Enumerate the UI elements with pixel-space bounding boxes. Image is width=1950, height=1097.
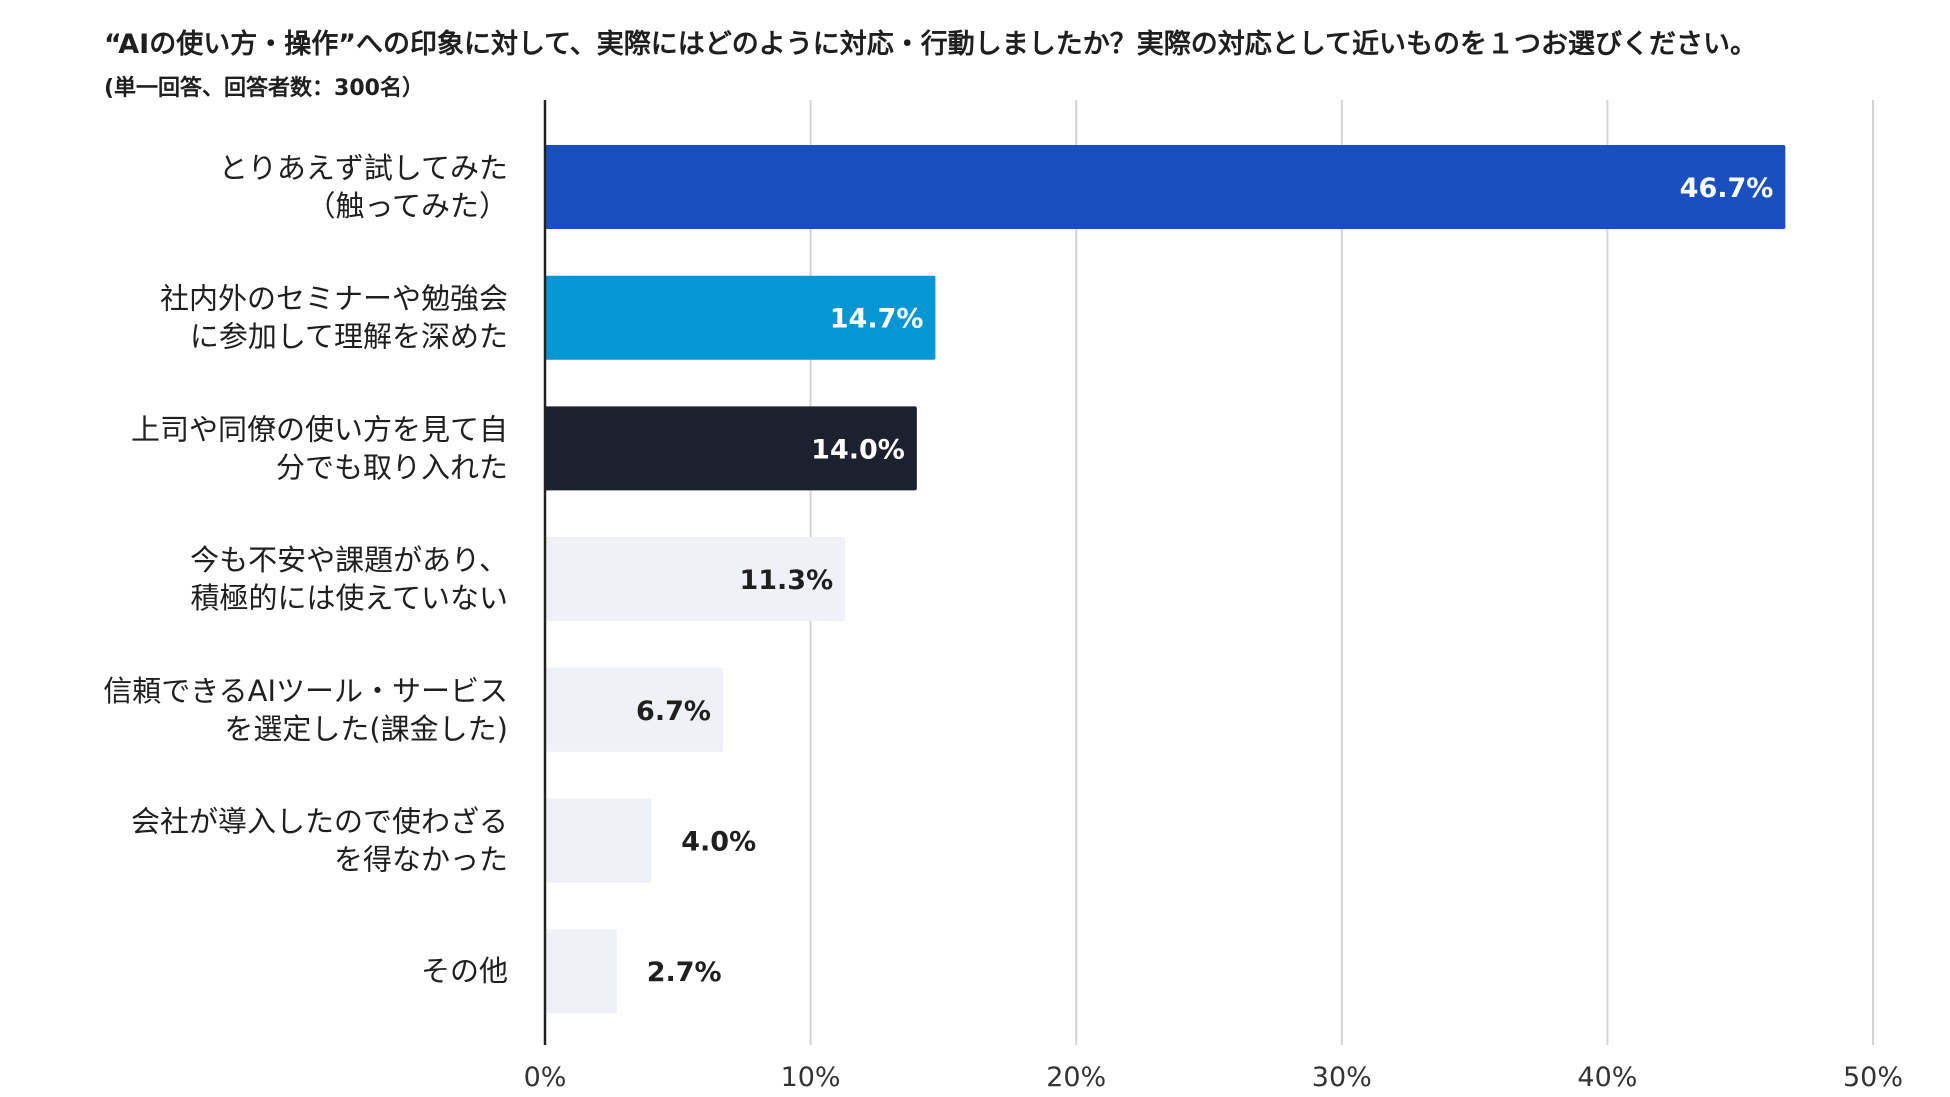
bar: [545, 145, 1786, 229]
bar: [545, 537, 846, 622]
category-label-line: その他: [421, 954, 508, 988]
category-labels: 46.7% とりあえず試してみた （触ってみた） 14.7% 社内外のセミナーや勉強会に…: [103, 151, 1773, 988]
value-label: 11.3%: [739, 565, 833, 596]
value-label: 14.0%: [811, 434, 905, 465]
category-label-line: 分でも取り入れた: [276, 450, 508, 484]
grid-lines: [809, 100, 1874, 1045]
bar: [545, 406, 917, 491]
value-label: 4.0%: [681, 827, 756, 858]
x-axis-ticks: 0% 10% 20% 30% 40% 50%: [524, 1062, 1903, 1093]
category-label-line: を選定した(課金した): [224, 712, 508, 746]
bar: [545, 929, 617, 1014]
chart-title: “AIの使い方・操作”への印象に対して、実際にはどのように対応・行動しましたか？…: [104, 29, 1757, 60]
x-tick-label: 20%: [1046, 1062, 1106, 1093]
value-label: 46.7%: [1680, 173, 1774, 204]
x-tick-label: 0%: [524, 1062, 567, 1093]
category-label-line: 上司や同僚の使い方を見て自: [131, 412, 508, 446]
category-label: 今も不安や課題があり、積極的には使えていない: [190, 543, 508, 615]
category-label-line: 積極的には使えていない: [190, 581, 508, 615]
value-label: 6.7%: [636, 696, 711, 727]
category-label-line: 会社が導入したので使わざる: [131, 805, 508, 839]
category-label-line: を得なかった: [334, 843, 508, 877]
category-label-line: 信頼できるAIツール・サービス: [103, 674, 508, 708]
category-label: 社内外のセミナーや勉強会に参加して理解を深めた: [160, 282, 508, 354]
value-label: 2.7%: [647, 957, 722, 988]
category-label: その他: [421, 954, 508, 988]
x-tick-label: 30%: [1312, 1062, 1372, 1093]
bar: [545, 798, 652, 883]
category-label-line: に参加して理解を深めた: [190, 320, 508, 354]
chart-subtitle: (単一回答、回答者数：300名）: [104, 76, 424, 101]
x-tick-label: 50%: [1843, 1062, 1903, 1093]
x-tick-label: 40%: [1577, 1062, 1637, 1093]
bar: [545, 275, 936, 360]
category-label: 会社が導入したので使わざるを得なかった: [131, 805, 508, 877]
bar: [545, 667, 723, 752]
category-label-line: （触ってみた）: [306, 189, 508, 223]
category-label: 上司や同僚の使い方を見て自分でも取り入れた: [131, 412, 508, 484]
x-tick-label: 10%: [781, 1062, 841, 1093]
category-label-line: 今も不安や課題があり、: [190, 543, 508, 577]
category-label: 信頼できるAIツール・サービスを選定した(課金した): [103, 674, 508, 746]
category-label-line: とりあえず試してみた: [219, 151, 508, 185]
value-label: 14.7%: [830, 304, 924, 335]
bars: [545, 145, 1786, 1014]
category-label-line: 社内外のセミナーや勉強会: [160, 282, 508, 316]
category-label: とりあえず試してみた （触ってみた）: [219, 151, 508, 223]
